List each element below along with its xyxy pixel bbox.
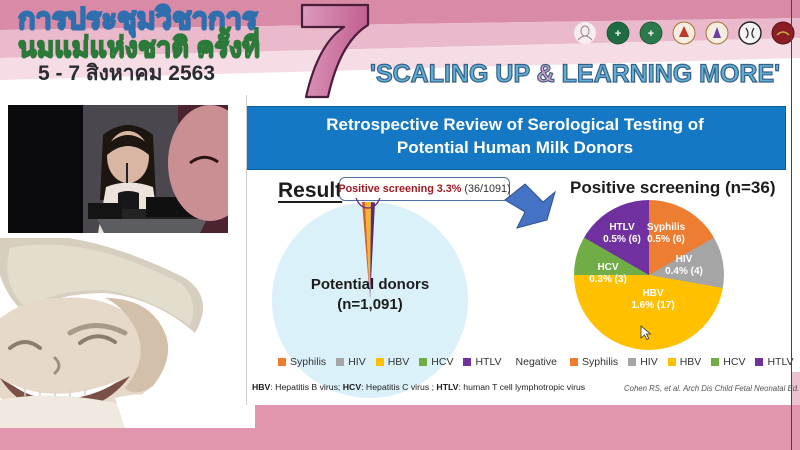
svg-text:+: + [648, 28, 654, 40]
svg-text:+: + [615, 28, 621, 40]
